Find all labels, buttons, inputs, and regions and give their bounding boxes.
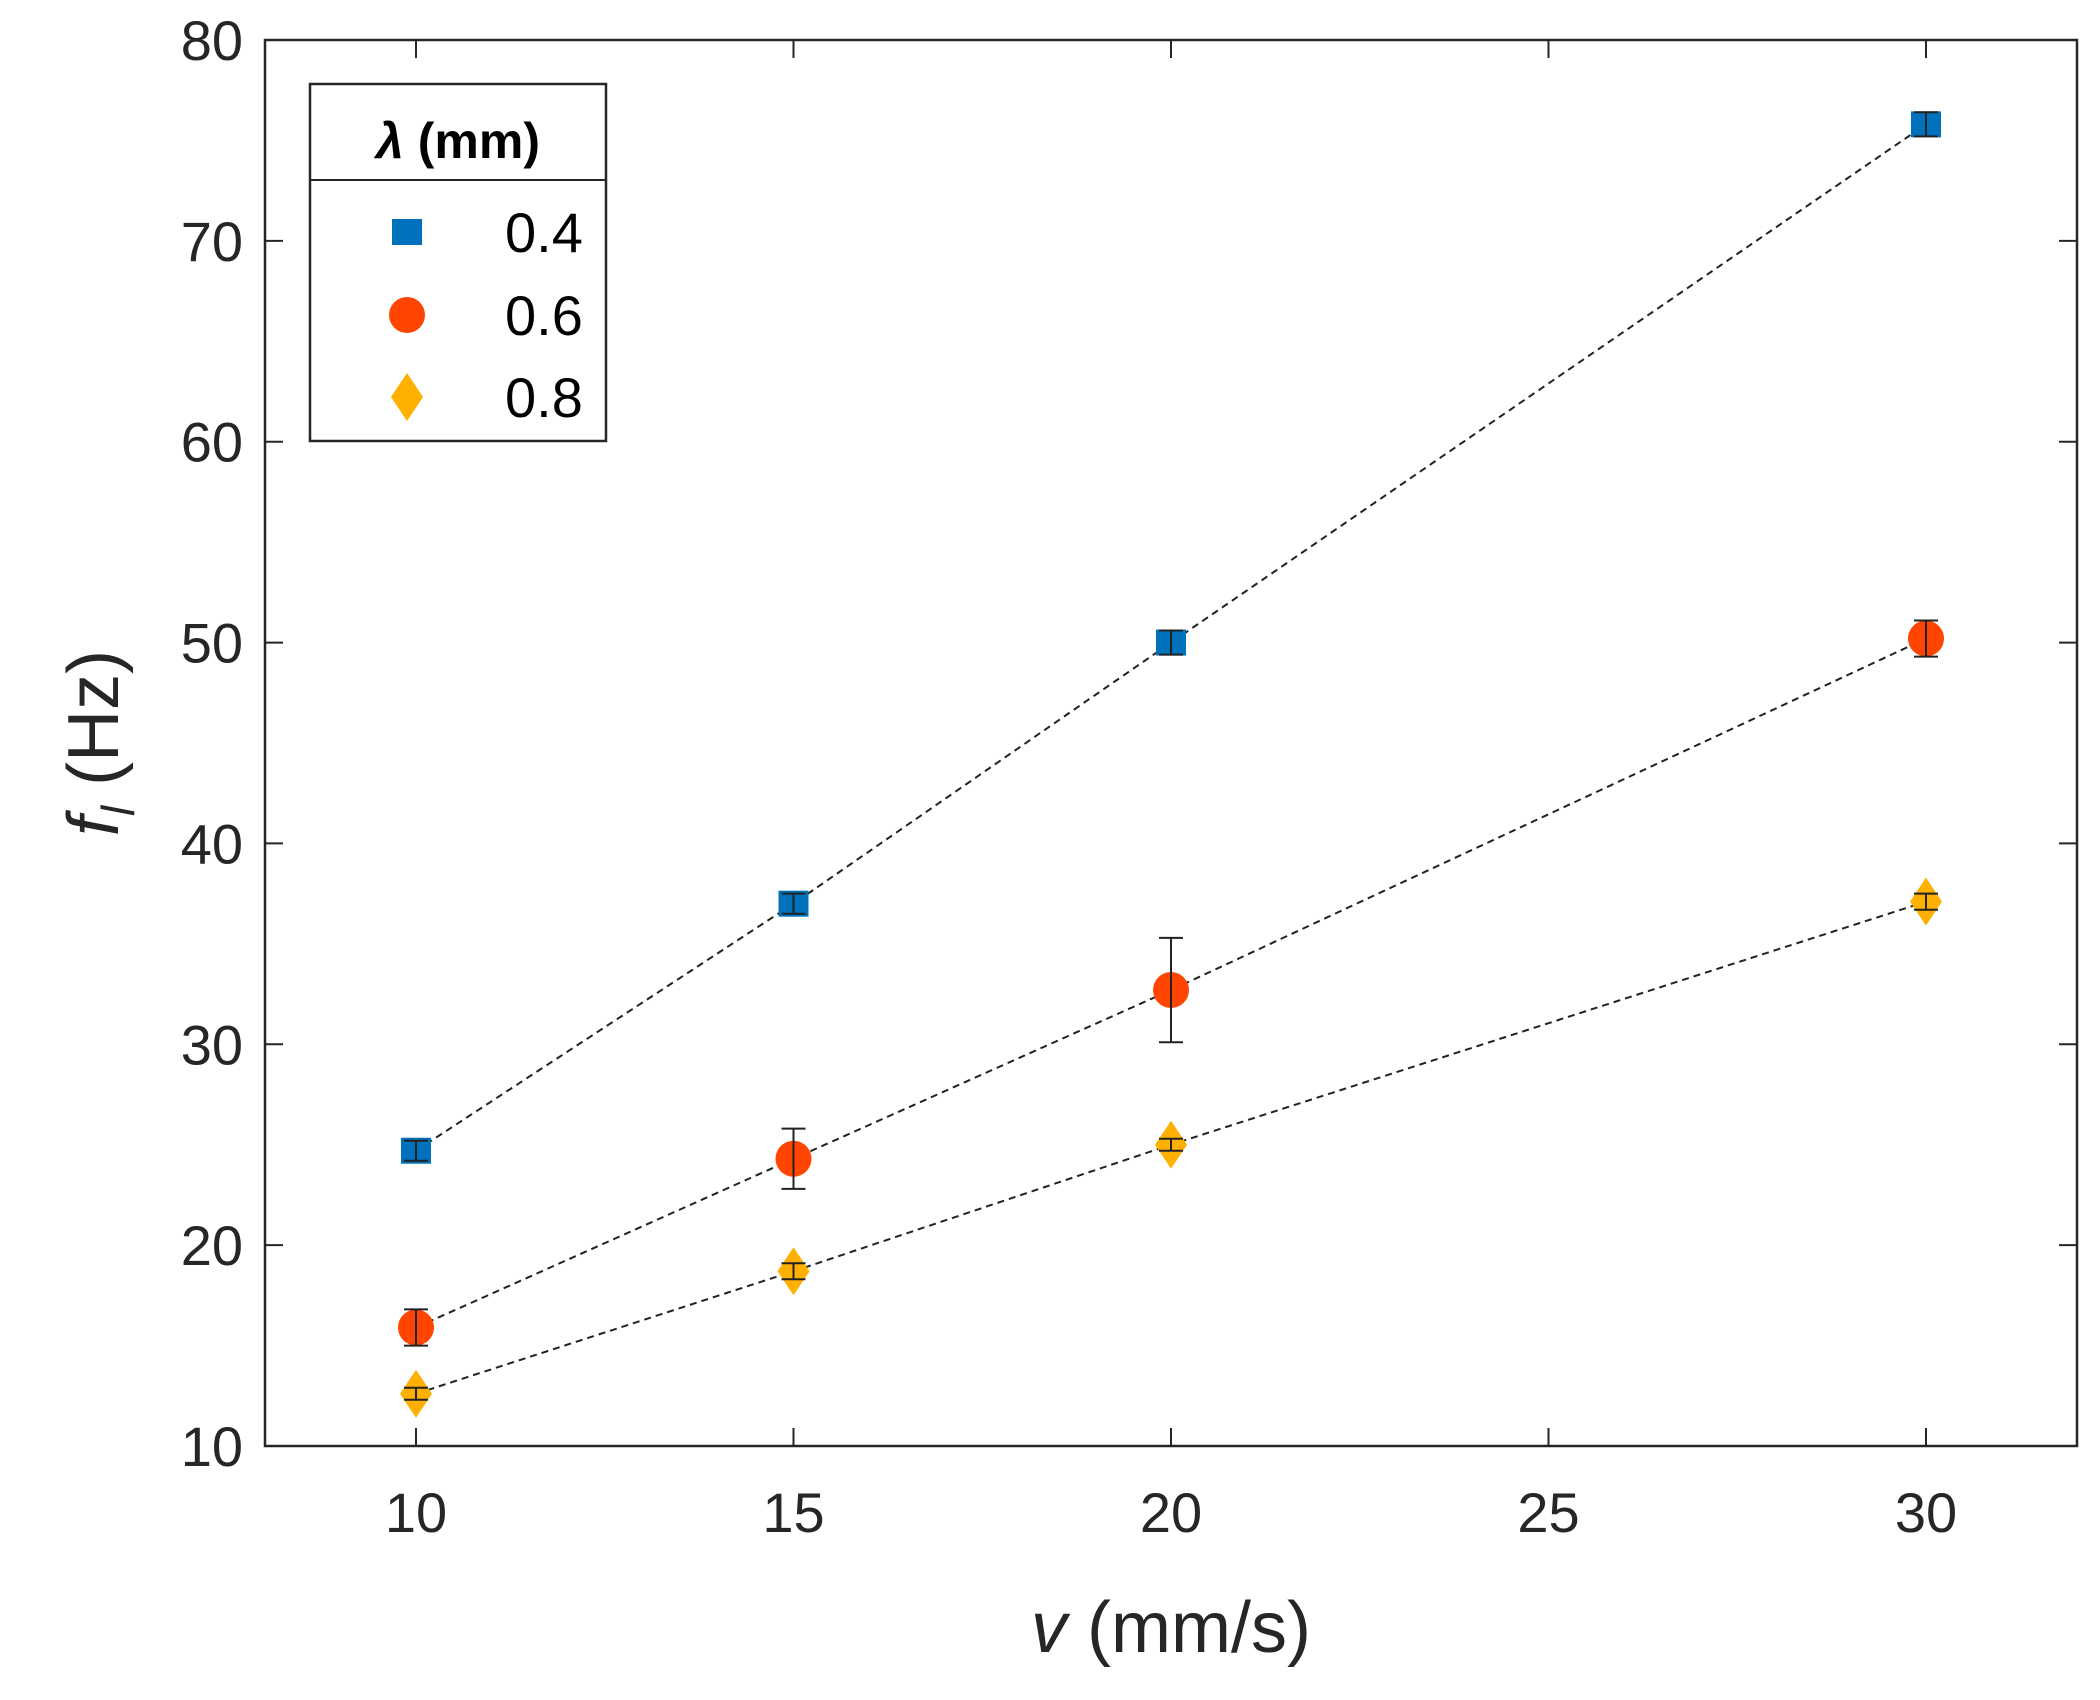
y-tick-label: 30 (181, 1013, 243, 1076)
legend-title-unit: (mm) (418, 113, 540, 169)
y-tick-label: 80 (181, 9, 243, 72)
error-bar-0.6 (781, 1127, 806, 1190)
y-axis-title: fl (Hz) (54, 650, 144, 836)
y-axis-unit: (Hz) (54, 650, 134, 786)
error-bar-0.8 (404, 1386, 428, 1401)
legend-label-0.4: 0.4 (505, 201, 583, 264)
fit-line-0.4 (415, 123, 1927, 1152)
legend-items: 0.4 0.6 0.8 (389, 201, 583, 429)
x-axis-unit: (mm/s) (1087, 1588, 1311, 1668)
legend: λ (mm) 0.4 0.6 0.8 (308, 82, 608, 443)
y-tick-label: 10 (181, 1415, 243, 1478)
x-tick-label: 15 (762, 1481, 824, 1544)
fit-line-0.8 (415, 900, 1927, 1395)
error-bars (404, 111, 1938, 1401)
error-bar-0.4 (1159, 629, 1183, 656)
y-tick-label: 60 (181, 411, 243, 474)
x-axis-symbol: v (1031, 1588, 1071, 1668)
legend-title: λ (mm) (373, 113, 540, 169)
error-bar-0.6 (1914, 619, 1938, 658)
axis-ticks: 10 15 20 25 30 10 20 30 40 50 60 70 80 (181, 9, 2077, 1544)
y-tick-label: 40 (181, 812, 243, 875)
y-tick-label: 20 (181, 1214, 243, 1277)
fit-lines (415, 123, 1927, 1395)
legend-marker-0.4 (392, 219, 422, 245)
svg-text:fl (Hz): fl (Hz) (54, 650, 144, 836)
error-bar-0.4 (404, 1139, 428, 1162)
legend-marker-0.6 (389, 297, 425, 333)
x-tick-label: 20 (1140, 1481, 1202, 1544)
error-bar-0.4 (1914, 111, 1938, 138)
error-bar-0.6 (404, 1308, 428, 1347)
legend-box (308, 82, 608, 443)
data-markers (398, 111, 1944, 1418)
error-bar-0.8 (781, 1262, 806, 1281)
legend-label-0.6: 0.6 (505, 284, 583, 347)
legend-marker-0.8 (391, 373, 423, 421)
error-bar-0.8 (1159, 1137, 1183, 1152)
error-bar-0.6 (1159, 936, 1183, 1044)
x-tick-label: 10 (385, 1481, 447, 1544)
x-tick-label: 30 (1895, 1481, 1957, 1544)
y-axis-subscript: l (92, 804, 144, 816)
legend-label-0.8: 0.8 (505, 366, 583, 429)
y-tick-label: 70 (181, 210, 243, 273)
legend-title-symbol: λ (373, 113, 404, 169)
y-tick-label: 50 (181, 612, 243, 675)
error-bar-0.4 (781, 892, 806, 915)
error-bar-0.8 (1914, 892, 1938, 911)
x-tick-label: 25 (1517, 1481, 1579, 1544)
fit-line-0.6 (415, 637, 1927, 1329)
x-axis-title: v (mm/s) (1031, 1588, 1311, 1668)
